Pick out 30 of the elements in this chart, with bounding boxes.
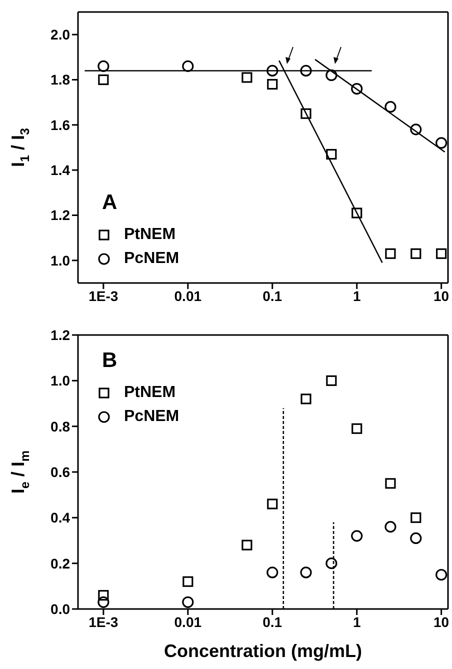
y-tick-label: 1.2 bbox=[50, 207, 70, 224]
x-tick-label: 10 bbox=[434, 288, 450, 304]
annotation: B bbox=[102, 349, 118, 373]
legend-label: PtNEM bbox=[124, 226, 176, 244]
y-tick-label: 1.0 bbox=[50, 372, 70, 389]
legend-label: PcNEM bbox=[124, 250, 180, 268]
y-tick-label: 0.4 bbox=[50, 510, 70, 526]
y-tick-label: 1.2 bbox=[50, 326, 70, 343]
x-tick-label: 0.01 bbox=[174, 288, 202, 304]
y-tick-label: 0.2 bbox=[50, 555, 70, 572]
legend-label: PtNEM bbox=[124, 384, 176, 402]
y-tick-label: 1.6 bbox=[50, 116, 70, 133]
y-tick-label: 1.0 bbox=[50, 252, 70, 268]
x-tick-label: 10 bbox=[434, 614, 450, 630]
y-tick-label: 0.6 bbox=[50, 464, 70, 480]
x-tick-label: 1 bbox=[352, 288, 361, 304]
annotation: A bbox=[102, 191, 118, 215]
x-tick-label: 0.01 bbox=[174, 614, 202, 630]
x-axis-title: Concentration (mg/mL) bbox=[164, 641, 362, 661]
x-tick-label: 0.1 bbox=[262, 614, 282, 630]
x-tick-label: 0.1 bbox=[262, 288, 282, 304]
y-tick-label: 1.4 bbox=[50, 162, 70, 178]
y-tick-label: 1.8 bbox=[50, 72, 70, 88]
x-tick-label: 1 bbox=[352, 614, 361, 630]
legend-label: PcNEM bbox=[124, 408, 180, 426]
x-tick-label: 1E-3 bbox=[88, 288, 118, 304]
y-tick-label: 0.8 bbox=[50, 418, 70, 434]
y-tick-label: 0.0 bbox=[50, 600, 70, 617]
x-tick-label: 1E-3 bbox=[88, 614, 118, 630]
y-tick-label: 2.0 bbox=[50, 26, 70, 43]
